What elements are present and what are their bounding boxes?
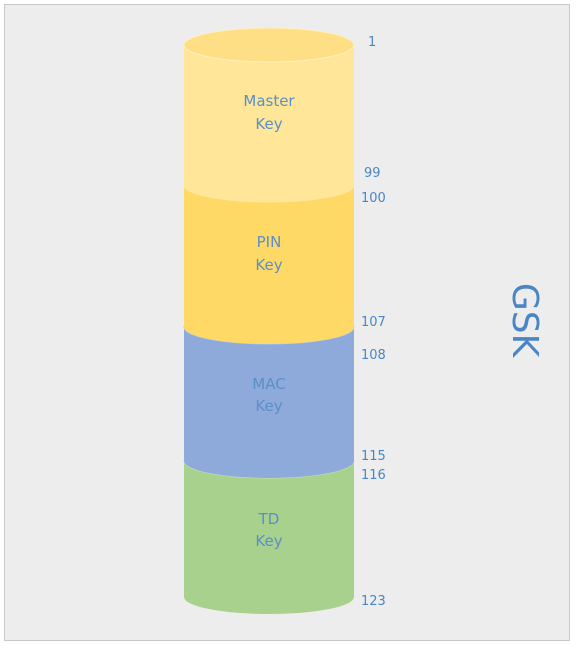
master-key-end-index: 99 [364, 166, 381, 181]
master-key-body [184, 45, 354, 202]
master-key-start-index: 1 [368, 35, 376, 50]
td-key-label-line2: Key [255, 532, 282, 550]
master-key-label-line1: Master [243, 92, 295, 110]
gsk-title: GSK [504, 283, 545, 359]
pin-key-label-line2: Key [255, 256, 282, 274]
td-key-label-line1: TD [258, 510, 280, 528]
segment-master-key: Master Key [183, 27, 355, 202]
td-key-end-index: 123 [361, 594, 386, 609]
master-key-label-line2: Key [255, 115, 282, 133]
mac-key-end-index: 115 [361, 449, 386, 464]
pin-key-label-line1: PIN [257, 233, 282, 251]
pin-key-body [184, 185, 354, 344]
mac-key-label-line2: Key [255, 397, 282, 415]
td-key-start-index: 116 [361, 468, 386, 483]
pin-key-end-index: 107 [361, 315, 386, 330]
mac-key-label-line1: MAC [252, 375, 285, 393]
mac-key-start-index: 108 [361, 348, 386, 363]
td-key-body [184, 461, 354, 614]
mac-key-body [184, 327, 354, 478]
pin-key-start-index: 100 [361, 191, 386, 206]
master-key-top [183, 27, 355, 63]
